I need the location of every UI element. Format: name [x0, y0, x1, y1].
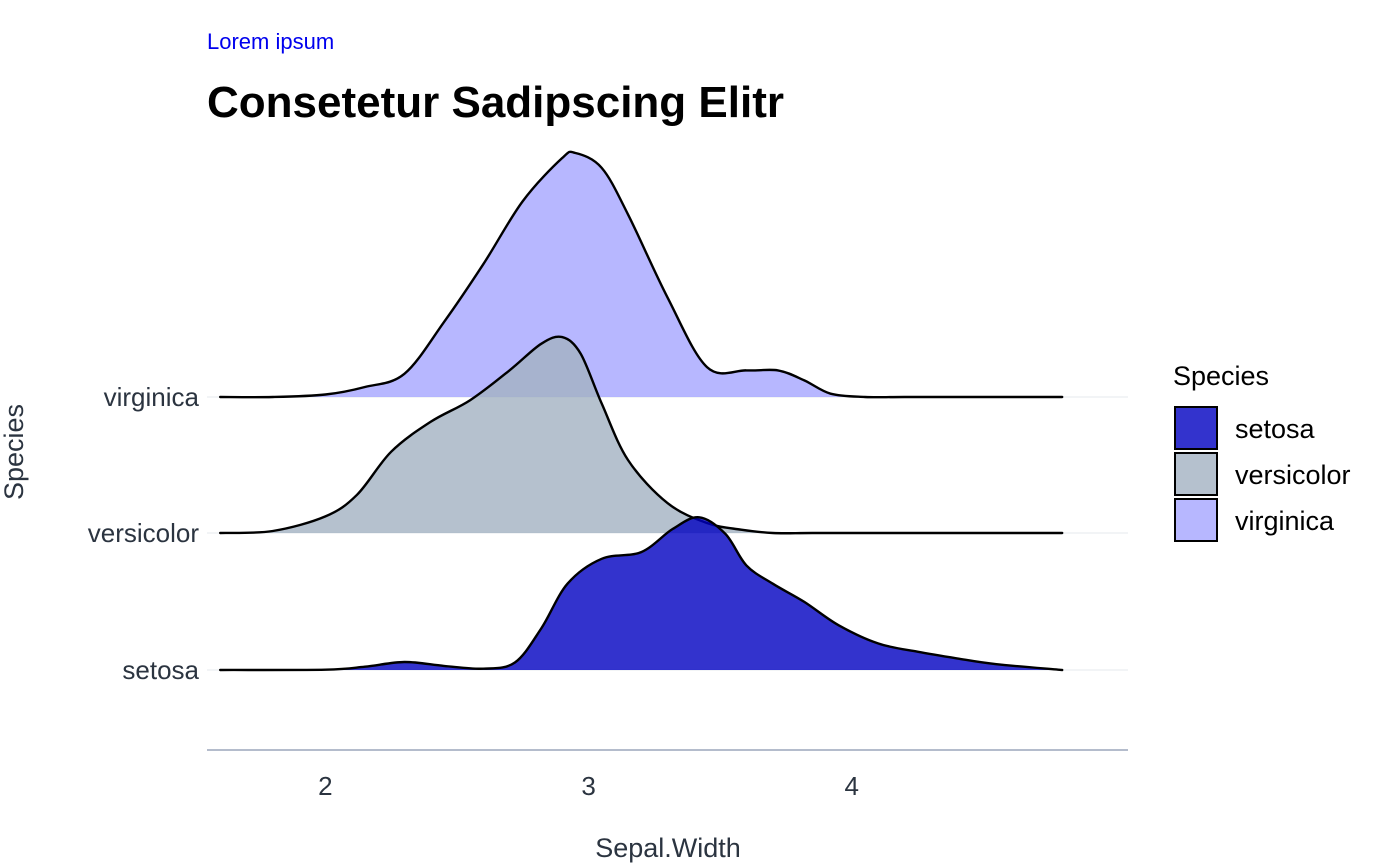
x-axis-title: Sepal.Width [595, 833, 741, 863]
ridge-fill-virginica [220, 151, 1063, 398]
legend-swatch-versicolor [1174, 452, 1218, 496]
y-axis-title: Species [0, 404, 29, 500]
legend: Species setosa versicolor virginica [1173, 361, 1351, 542]
ridge-versicolor [219, 335, 1064, 535]
chart-title: Consetetur Sadipscing Elitr [207, 78, 784, 127]
ridge-virginica [219, 150, 1064, 399]
legend-label-virginica: virginica [1235, 506, 1335, 536]
ridge-fill-setosa [220, 517, 1063, 670]
x-tick-label: 3 [581, 771, 595, 801]
legend-title: Species [1173, 361, 1269, 391]
legend-item-versicolor: versicolor [1174, 452, 1351, 496]
ridge-fill-versicolor [220, 336, 1063, 534]
legend-label-setosa: setosa [1235, 414, 1316, 444]
x-tick-labels: 2 3 4 [318, 771, 859, 801]
legend-swatch-virginica [1174, 498, 1218, 542]
legend-items: setosa versicolor virginica [1174, 406, 1351, 542]
x-tick-label: 4 [844, 771, 858, 801]
legend-label-versicolor: versicolor [1235, 460, 1351, 490]
x-tick-label: 2 [318, 771, 332, 801]
y-tick-labels: setosa versicolor virginica [88, 382, 200, 685]
legend-item-virginica: virginica [1174, 498, 1335, 542]
density-ridges [219, 150, 1064, 672]
legend-swatch-setosa [1174, 406, 1218, 450]
ridge-outline-setosa [219, 516, 1064, 672]
ridge-outline-virginica [219, 150, 1064, 399]
y-tick-label-versicolor: versicolor [88, 518, 200, 548]
chart-subtitle: Lorem ipsum [207, 29, 334, 54]
y-tick-label-setosa: setosa [122, 655, 199, 685]
ridge-setosa [219, 516, 1064, 672]
ridge-outline-versicolor [219, 335, 1064, 535]
legend-item-setosa: setosa [1174, 406, 1316, 450]
y-tick-label-virginica: virginica [104, 382, 200, 412]
